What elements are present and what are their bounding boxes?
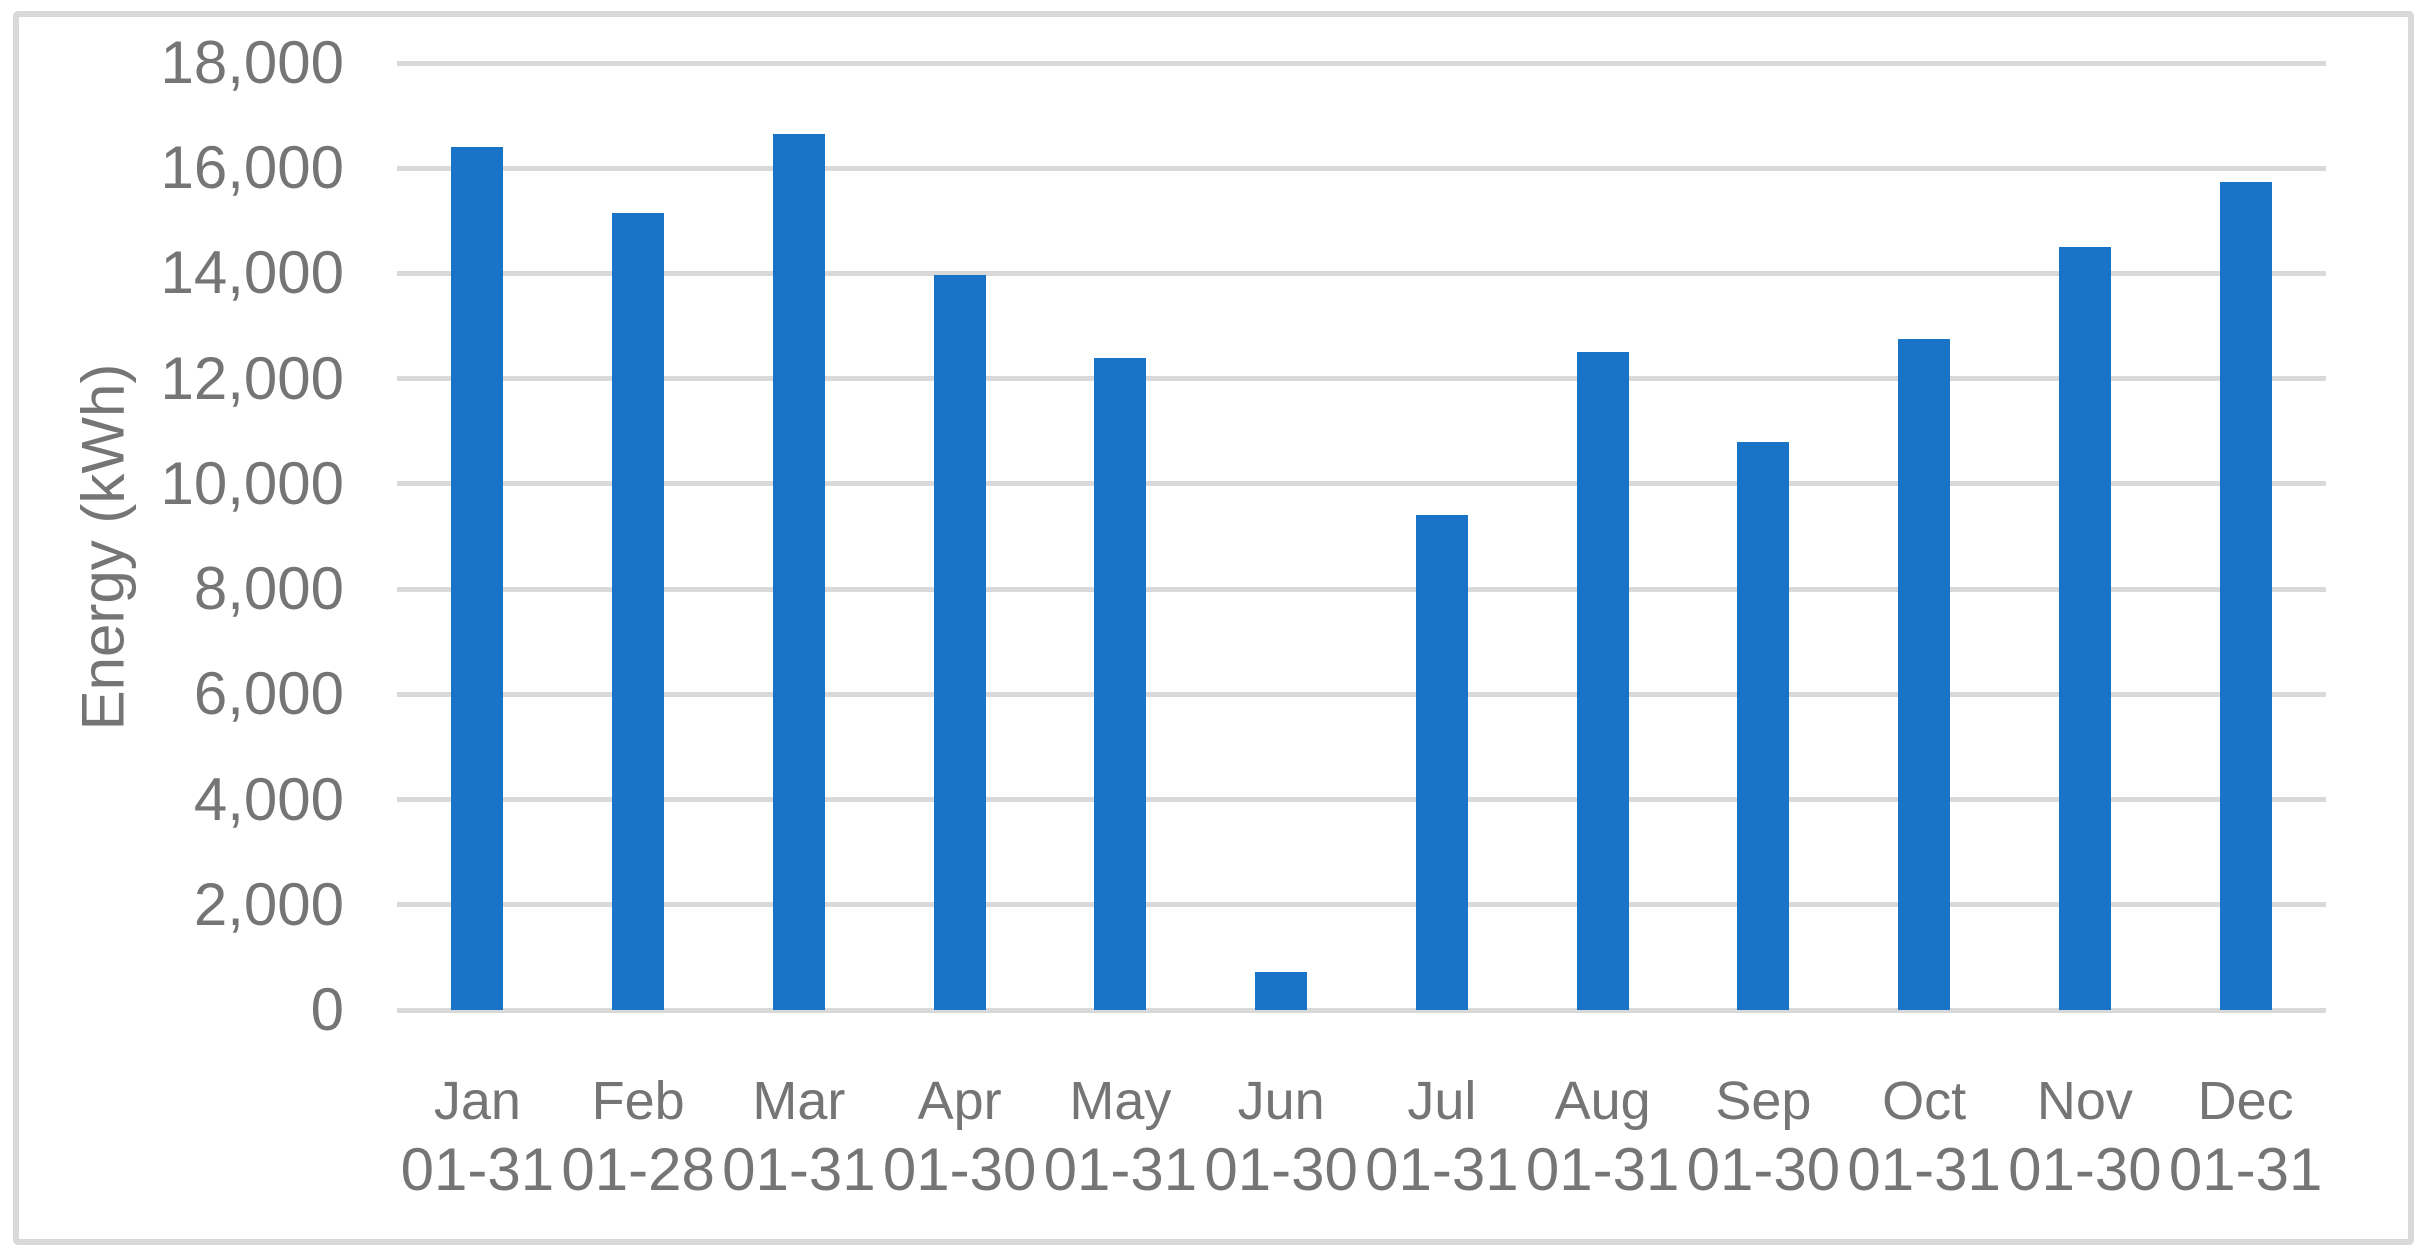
x-tick-month-mar: Mar (752, 1071, 846, 1131)
gridline-0 (397, 1007, 2326, 1013)
x-tick-range-dec: 01-31 (2168, 1136, 2323, 1203)
x-tick-range-nov: 01-30 (2008, 1136, 2162, 1203)
x-tick-range-oct: 01-31 (1847, 1136, 2001, 1203)
x-tick-month-aug: Aug (1554, 1071, 1651, 1131)
gridline-16000 (397, 165, 2326, 171)
bar-jul (1415, 515, 1468, 1010)
gridline-4000 (397, 797, 2326, 803)
x-tick-range-sep: 01-30 (1686, 1136, 1841, 1203)
y-tick-label-8000: 8,000 (193, 555, 344, 623)
bar-aug (1576, 352, 1629, 1010)
y-tick-label-6000: 6,000 (193, 660, 344, 728)
x-tick-range-jun: 01-30 (1204, 1136, 1358, 1203)
x-tick-range-feb: 01-28 (561, 1136, 715, 1203)
y-tick-label-10000: 10,000 (160, 449, 344, 517)
y-tick-label-14000: 14,000 (160, 239, 344, 307)
x-tick-month-feb: Feb (591, 1071, 685, 1131)
gridline-2000 (397, 902, 2326, 908)
bar-mar (772, 134, 825, 1010)
bar-nov (2058, 247, 2111, 1010)
y-tick-label-4000: 4,000 (193, 765, 344, 833)
gridline-12000 (397, 376, 2326, 382)
y-tick-label-2000: 2,000 (193, 870, 344, 938)
bar-apr (933, 275, 986, 1010)
x-tick-range-may: 01-31 (1043, 1136, 1198, 1203)
x-tick-month-nov: Nov (2036, 1071, 2133, 1131)
bar-feb (612, 212, 665, 1010)
chart-frame[interactable]: Energy (kWh) 0 2,000 4,000 6,000 8,000 10,000… (13, 11, 2414, 1245)
bar-jun (1255, 971, 1308, 1010)
x-tick-range-jul: 01-31 (1365, 1136, 1519, 1203)
y-tick-label-16000: 16,000 (160, 134, 344, 202)
gridline-10000 (397, 481, 2326, 487)
gridline-6000 (397, 691, 2326, 697)
x-tick-month-jun: Jun (1237, 1071, 1325, 1131)
x-tick-range-mar: 01-31 (722, 1136, 876, 1203)
gridline-14000 (397, 270, 2326, 276)
bar-may (1094, 357, 1147, 1010)
y-tick-label-12000: 12,000 (160, 344, 344, 412)
x-tick-month-may: May (1069, 1071, 1172, 1131)
x-tick-range-aug: 01-31 (1525, 1136, 1680, 1203)
x-tick-month-dec: Dec (2197, 1071, 2294, 1131)
bar-oct (1898, 339, 1951, 1010)
bar-jan (451, 147, 504, 1010)
bar-dec (2219, 181, 2272, 1010)
x-tick-month-apr: Apr (917, 1071, 1002, 1131)
y-tick-label-0: 0 (310, 976, 344, 1043)
x-tick-month-jan: Jan (433, 1071, 521, 1131)
x-tick-month-oct: Oct (1882, 1071, 1967, 1131)
x-tick-month-jul: Jul (1407, 1071, 1477, 1131)
gridline-8000 (397, 586, 2326, 592)
x-tick-range-jan: 01-31 (400, 1136, 555, 1203)
bar-sep (1737, 441, 1790, 1010)
y-tick-label-18000: 18,000 (160, 29, 344, 96)
x-tick-range-apr: 01-30 (882, 1136, 1037, 1203)
gridline-18000 (397, 60, 2326, 66)
x-tick-month-sep: Sep (1715, 1071, 1812, 1131)
